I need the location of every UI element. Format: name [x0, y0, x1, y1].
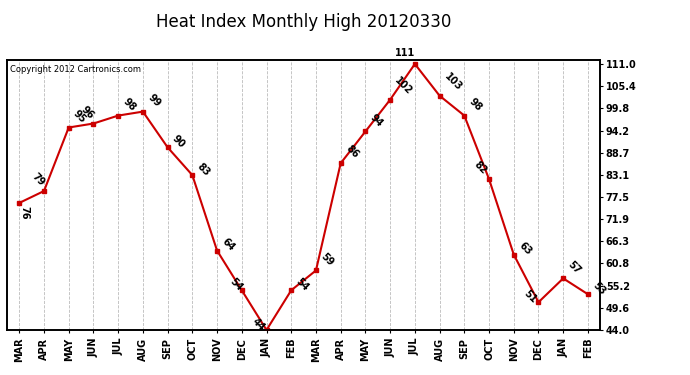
- Text: 53: 53: [591, 280, 607, 297]
- Text: 63: 63: [517, 241, 533, 257]
- Text: 59: 59: [319, 251, 335, 268]
- Text: 96: 96: [79, 104, 96, 121]
- Text: 54: 54: [228, 276, 244, 293]
- Text: 95: 95: [72, 108, 88, 125]
- Text: Copyright 2012 Cartronics.com: Copyright 2012 Cartronics.com: [10, 65, 141, 74]
- Text: 64: 64: [220, 237, 237, 254]
- Text: 57: 57: [566, 259, 582, 276]
- Text: 90: 90: [170, 134, 187, 150]
- Text: Heat Index Monthly High 20120330: Heat Index Monthly High 20120330: [156, 13, 451, 31]
- Text: 51: 51: [522, 288, 538, 305]
- Text: 98: 98: [121, 96, 137, 113]
- Text: 98: 98: [467, 96, 484, 113]
- Text: 79: 79: [30, 172, 47, 188]
- Text: 103: 103: [442, 72, 464, 93]
- Text: 44: 44: [250, 316, 266, 333]
- Text: 99: 99: [146, 92, 162, 109]
- Text: 86: 86: [344, 144, 360, 160]
- Text: 94: 94: [368, 112, 385, 129]
- Text: 76: 76: [19, 206, 29, 220]
- Text: 111: 111: [395, 48, 415, 58]
- Text: 54: 54: [294, 276, 310, 293]
- Text: 102: 102: [393, 75, 414, 97]
- Text: 82: 82: [473, 160, 489, 176]
- Text: 83: 83: [195, 161, 212, 178]
